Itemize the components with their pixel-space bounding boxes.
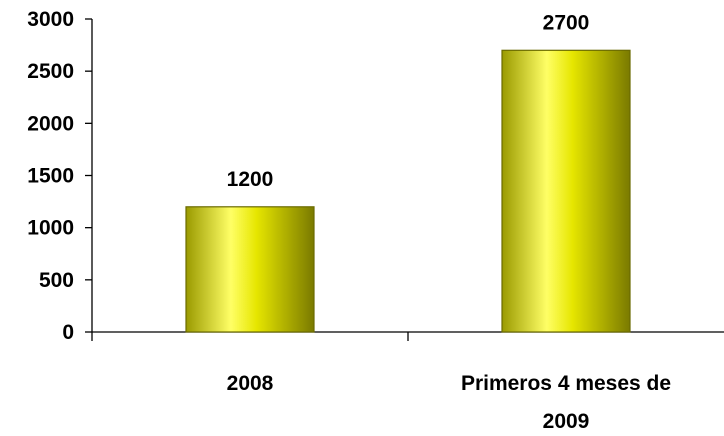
y-tick-label: 3000 (27, 8, 74, 31)
y-tick-label: 1500 (27, 165, 74, 188)
bar (185, 206, 315, 333)
bars (185, 49, 631, 333)
category-label: 2008 (227, 372, 274, 395)
y-tick-label: 1000 (27, 217, 74, 240)
labels: 0 500 1000 1500 2000 2500 3000 1200 2008 2700 Prim… (27, 8, 671, 433)
y-tick-label: 2500 (27, 60, 74, 83)
y-tick-label: 500 (39, 269, 74, 292)
y-tick-label: 2000 (27, 112, 74, 135)
data-label: 2700 (543, 11, 590, 34)
bar (501, 49, 631, 333)
category-label: 2009 (543, 410, 590, 433)
category-label: Primeros 4 meses de (461, 372, 671, 395)
data-label: 1200 (227, 168, 274, 191)
y-tick-label: 0 (62, 321, 74, 344)
